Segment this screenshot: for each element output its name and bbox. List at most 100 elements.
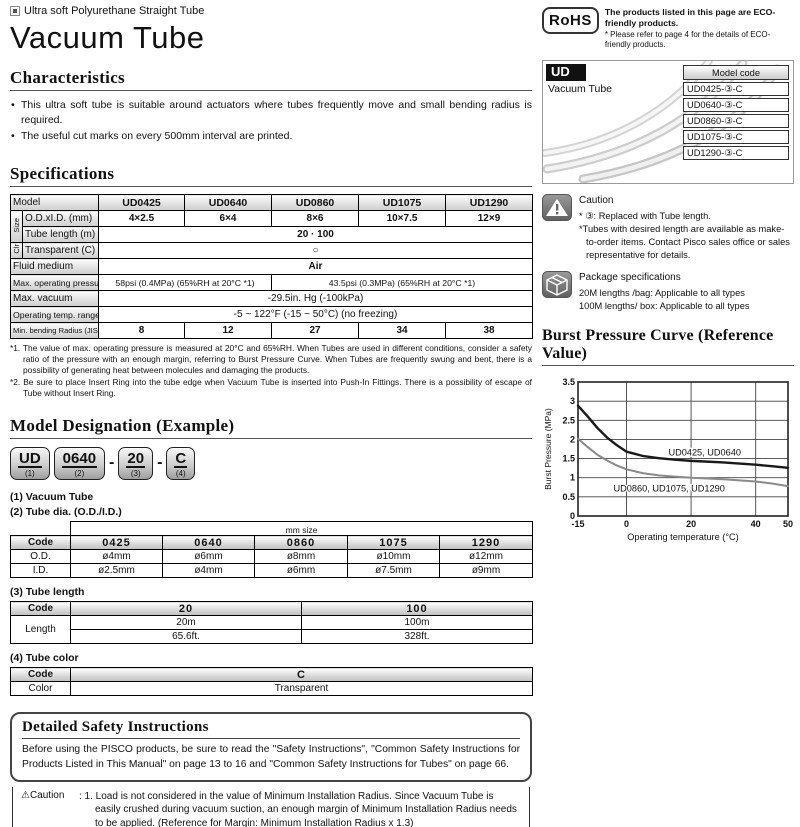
designation-item-4: (4) Tube color bbox=[10, 652, 79, 665]
model-designation-heading: Model Designation (Example) bbox=[10, 416, 532, 439]
id-cell: ø7.5mm bbox=[347, 563, 440, 579]
category-row: Ultra soft Polyurethane Straight Tube bbox=[10, 5, 532, 17]
caution-note-heading: Caution bbox=[579, 195, 614, 207]
burst-pressure-heading: Burst Pressure Curve (Reference Value) bbox=[542, 327, 794, 366]
designation-item-3: (3) Tube length bbox=[10, 586, 85, 599]
spec-row-label: Max. operating pressure bbox=[10, 274, 99, 292]
code-cell: 100 bbox=[301, 601, 533, 617]
model-code-item: UD0860-③-C bbox=[683, 114, 789, 129]
tube-length-table: Code 20 100 Length 20m 100m 65.6ft. 328f… bbox=[10, 601, 533, 645]
specifications-table: Model UD0425 UD0640 UD0860 UD1075 UD1290… bbox=[10, 194, 533, 340]
table-row: Size O.D.xI.D. (mm) 4×2.5 6×4 8×6 10×7.5… bbox=[10, 210, 533, 244]
svg-text:20: 20 bbox=[686, 519, 696, 529]
model-code-header: Model code bbox=[683, 65, 789, 81]
safety-caution-box: ⚠Caution : 1. Load is not considered in … bbox=[12, 787, 530, 827]
color-value-cell: Transparent bbox=[70, 681, 533, 697]
od-cell: ø12mm bbox=[439, 549, 533, 565]
table-row: Fluid medium Air bbox=[10, 258, 533, 276]
blank-cell bbox=[11, 522, 71, 536]
tube-color-table: Code C Color Transparent bbox=[10, 667, 533, 697]
spec-group-size: Size bbox=[10, 210, 23, 244]
code-cell: 20 bbox=[70, 601, 302, 617]
spec-value-cell: 4×2.5 bbox=[98, 210, 185, 228]
spec-value-cell: 8×6 bbox=[271, 210, 359, 228]
section-marker-icon bbox=[10, 6, 20, 16]
characteristics-heading: Characteristics bbox=[10, 68, 532, 91]
id-cell: ø6mm bbox=[254, 563, 348, 579]
safety-heading: Detailed Safety Instructions bbox=[22, 719, 520, 740]
model-code-item: UD1290-③-C bbox=[683, 146, 789, 161]
code-cell: 1290 bbox=[439, 535, 533, 551]
caution-note-body: Caution * ③: Replaced with Tube length. … bbox=[579, 194, 794, 262]
code-label-cell: Code bbox=[10, 535, 71, 551]
page-title: Vacuum Tube bbox=[10, 20, 205, 55]
characteristic-item: This ultra soft tube is suitable around … bbox=[10, 98, 532, 127]
eco-text: The products listed in this page are ECO… bbox=[605, 7, 794, 50]
caution-note: Caution * ③: Replaced with Tube length. … bbox=[542, 194, 794, 262]
spec-value-cell: -5 ~ 122°F (-15 ~ 50°C) (no freezing) bbox=[98, 306, 533, 324]
code-cell: C bbox=[70, 667, 533, 683]
table-row: Max. operating pressure 58psi (0.4MPa) (… bbox=[10, 274, 533, 292]
characteristic-item: The useful cut marks on every 500mm inte… bbox=[10, 129, 532, 144]
table-row: I.D. ø2.5mm ø4mm ø6mm ø7.5mm ø9mm bbox=[10, 563, 533, 579]
designation-dash: - bbox=[157, 454, 163, 472]
svg-text:0.5: 0.5 bbox=[562, 492, 575, 502]
spec-value-cell: 43.5psi (0.3MPa) (65%RH at 20°C *1) bbox=[271, 274, 533, 292]
spec-value-cell: 34 bbox=[358, 322, 446, 340]
model-code-item: UD1075-③-C bbox=[683, 130, 789, 145]
model-code-item: UD0640-③-C bbox=[683, 98, 789, 113]
spec-model-cell: UD0425 bbox=[98, 194, 185, 212]
length-meters-cell: 100m bbox=[301, 615, 533, 631]
caution-note-line: * ③: Replaced with Tube length. bbox=[579, 210, 711, 221]
svg-text:1: 1 bbox=[570, 473, 575, 483]
package-spec-line: 20M lengths /bag: Applicable to all type… bbox=[579, 287, 745, 298]
spec-row-label: Transparent (C) bbox=[22, 242, 99, 260]
detailed-safety-box: Detailed Safety Instructions Before usin… bbox=[10, 712, 532, 783]
svg-text:0: 0 bbox=[570, 511, 575, 521]
table-row: O.D. ø4mm ø6mm ø8mm ø10mm ø12mm bbox=[10, 549, 533, 565]
code-cell: 1075 bbox=[347, 535, 440, 551]
table-row: Code C bbox=[10, 667, 533, 683]
tube-dia-table: mm size Code 0425 0640 0860 1075 1290 O.… bbox=[10, 521, 533, 579]
rohs-logo: RoHS bbox=[542, 7, 599, 34]
table-row: 65.6ft. 328ft. bbox=[11, 629, 533, 645]
spec-value-cell: 20 · 100 bbox=[98, 226, 533, 244]
designation-badge: C (4) bbox=[166, 446, 196, 481]
code-label-cell: Code bbox=[10, 667, 71, 683]
table-row: Code 20 100 bbox=[10, 601, 533, 617]
svg-text:Operating temperature (°C): Operating temperature (°C) bbox=[627, 532, 738, 542]
table-row: Model UD0425 UD0640 UD0860 UD1075 UD1290 bbox=[10, 194, 533, 212]
category-label: Ultra soft Polyurethane Straight Tube bbox=[24, 5, 205, 17]
series-name: Vacuum Tube bbox=[548, 83, 613, 96]
spec-model-cell: UD0640 bbox=[184, 194, 272, 212]
specifications-heading: Specifications bbox=[10, 164, 532, 188]
spec-model-cell: UD1290 bbox=[445, 194, 533, 212]
designation-item-1: (1) Vacuum Tube bbox=[10, 491, 94, 504]
spec-model-cell: UD1075 bbox=[358, 194, 446, 212]
designation-badge: UD (1) bbox=[10, 446, 50, 481]
designation-badge: 20 (3) bbox=[118, 446, 154, 481]
spec-value-cell: Air bbox=[98, 258, 533, 276]
svg-text:3.5: 3.5 bbox=[562, 377, 575, 387]
table-row: Clr Transparent (C) ○ bbox=[10, 242, 533, 260]
eco-line-1: The products listed in this page are ECO… bbox=[604, 7, 776, 29]
svg-text:-15: -15 bbox=[571, 519, 584, 529]
unit-header: mm size bbox=[70, 521, 533, 537]
code-cell: 0860 bbox=[254, 535, 348, 551]
spec-row-label: Operating temp. range bbox=[10, 306, 99, 324]
eco-line-2: * Please refer to page 4 for the details… bbox=[604, 29, 771, 50]
spec-value-cell: -29.5in. Hg (-100kPa) bbox=[98, 290, 533, 308]
id-cell: ø9mm bbox=[439, 563, 533, 579]
table-row: Code 0425 0640 0860 1075 1290 bbox=[10, 535, 533, 551]
spec-model-cell: UD0860 bbox=[271, 194, 359, 212]
safety-body: Before using the PISCO products, be sure… bbox=[22, 744, 520, 771]
table-row: mm size bbox=[11, 521, 533, 537]
table-row: Color Transparent bbox=[10, 681, 533, 697]
svg-text:3: 3 bbox=[570, 396, 575, 406]
caution-label: ⚠Caution bbox=[21, 790, 65, 802]
spec-row-label: Min. bending Radius (JIS) (mm) bbox=[10, 322, 99, 340]
caution-note-line: *Tubes with desired length are available… bbox=[579, 223, 790, 261]
spec-value-cell: ○ bbox=[98, 242, 533, 260]
